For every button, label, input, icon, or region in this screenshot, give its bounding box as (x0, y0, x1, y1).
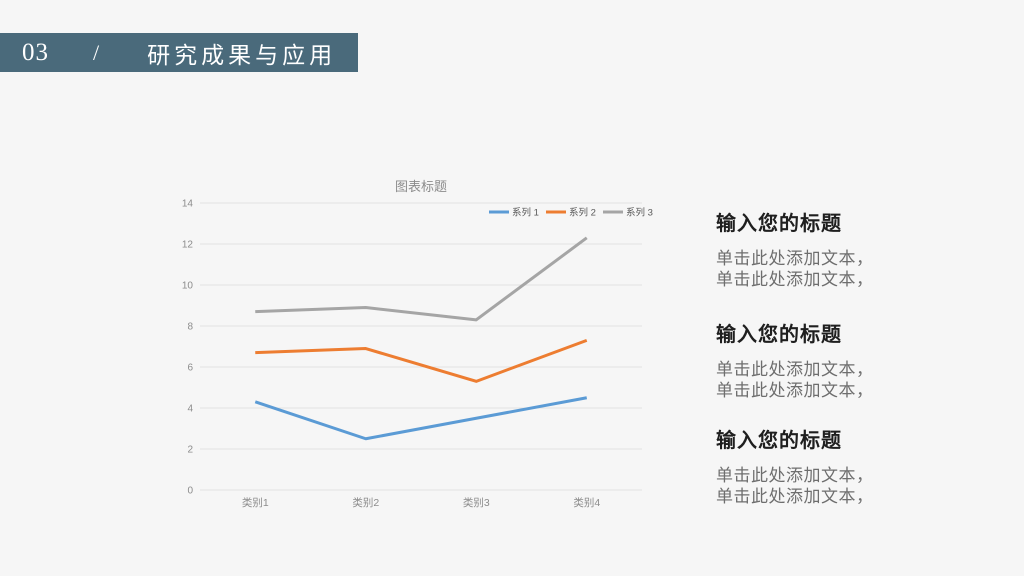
text-block-line: 单击此处添加文本， (716, 487, 874, 506)
text-block-title: 输入您的标题 (716, 213, 842, 235)
line-chart: 图表标题 0 2 4 6 8 10 12 14 类别1 类别2 类别3 类别4 系列 1 系列 2 系列 3 (180, 172, 660, 518)
y-axis-tick-label: 14 (182, 199, 194, 210)
y-axis-tick-label: 8 (187, 322, 193, 333)
text-block-1: 输入您的标题 单击此处添加文本， 单击此处添加文本， (716, 214, 946, 290)
x-axis-category-label: 类别2 (352, 496, 379, 509)
legend-label: 系列 2 (569, 207, 596, 219)
section-separator: / (93, 39, 100, 65)
chart-title: 图表标题 (395, 179, 447, 194)
text-block-2: 输入您的标题 单击此处添加文本， 单击此处添加文本， (716, 325, 946, 401)
text-block-title: 输入您的标题 (716, 324, 842, 346)
legend-label: 系列 1 (512, 207, 539, 219)
y-axis-tick-label: 4 (187, 404, 193, 415)
text-block-line: 单击此处添加文本， (716, 381, 874, 400)
text-block-line: 单击此处添加文本， (716, 466, 874, 485)
y-axis-tick-label: 12 (182, 240, 194, 251)
line-chart-svg: 图表标题 0 2 4 6 8 10 12 14 类别1 类别2 类别3 类别4 系列 1 系列 2 系列 3 (182, 179, 653, 509)
x-axis-category-label: 类别1 (242, 496, 269, 509)
text-block-line: 单击此处添加文本， (716, 360, 874, 379)
x-axis-category-label: 类别3 (463, 496, 490, 509)
series-line (255, 338, 588, 383)
y-axis-tick-label: 10 (182, 281, 194, 292)
y-axis-tick-label: 2 (187, 445, 193, 456)
text-block-line: 单击此处添加文本， (716, 249, 874, 268)
section-header-bar: 03 / 研究成果与应用 (0, 33, 358, 72)
section-number: 03 (22, 38, 49, 66)
series-line (254, 396, 588, 441)
text-block-title: 输入您的标题 (716, 430, 842, 452)
section-title: 研究成果与应用 (147, 42, 337, 68)
y-axis-tick-label: 6 (187, 363, 193, 374)
legend-label: 系列 3 (626, 207, 653, 219)
y-axis-tick-label: 0 (187, 486, 193, 497)
x-axis-category-label: 类别4 (573, 496, 600, 509)
series-line (255, 236, 588, 322)
text-block-line: 单击此处添加文本， (716, 270, 874, 289)
text-block-3: 输入您的标题 单击此处添加文本， 单击此处添加文本， (716, 431, 946, 507)
